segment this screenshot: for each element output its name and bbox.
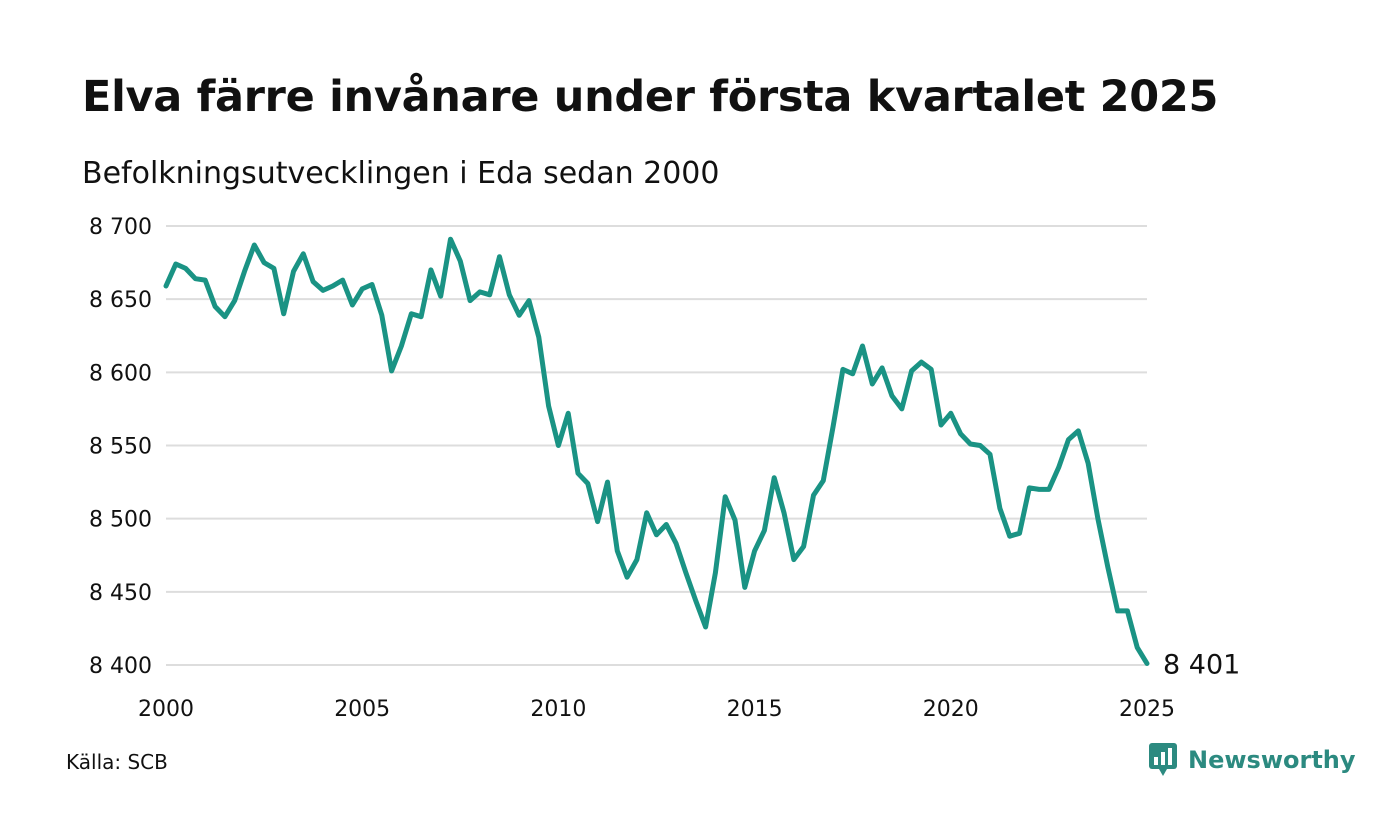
x-tick-label: 2020	[923, 697, 979, 722]
y-tick-label: 8 600	[89, 361, 152, 386]
brand-name: Newsworthy	[1188, 746, 1356, 774]
y-tick-label: 8 700	[89, 215, 152, 240]
x-tick-label: 2000	[138, 697, 194, 722]
y-tick-label: 8 650	[89, 288, 152, 313]
source-note: Källa: SCB	[66, 750, 168, 774]
y-tick-label: 8 550	[89, 435, 152, 460]
gridlines	[166, 225, 1147, 666]
population-line	[163, 236, 1150, 666]
x-tick-label: 2010	[530, 697, 586, 722]
x-tick-label: 2025	[1119, 697, 1175, 722]
line-chart: 8 400 8 450 8 500 8 550 8 600 8 650 8 700 2000…	[89, 215, 1240, 722]
newsworthy-icon	[1149, 743, 1177, 776]
chart-subtitle: Befolkningsutvecklingen i Eda sedan 2000	[82, 156, 720, 191]
y-tick-label: 8 400	[89, 654, 152, 679]
x-tick-label: 2005	[334, 697, 390, 722]
brand-logo: Newsworthy	[1148, 742, 1356, 778]
x-axis-ticks: 2000 2005 2010 2015 2020 2025	[138, 697, 1175, 722]
end-value-label: 8 401	[1163, 650, 1240, 681]
x-tick-label: 2015	[727, 697, 783, 722]
chart-title: Elva färre invånare under första kvartal…	[82, 72, 1219, 122]
y-axis-ticks: 8 400 8 450 8 500 8 550 8 600 8 650 8 700	[89, 215, 152, 679]
y-tick-label: 8 450	[89, 581, 152, 606]
y-tick-label: 8 500	[89, 508, 152, 533]
